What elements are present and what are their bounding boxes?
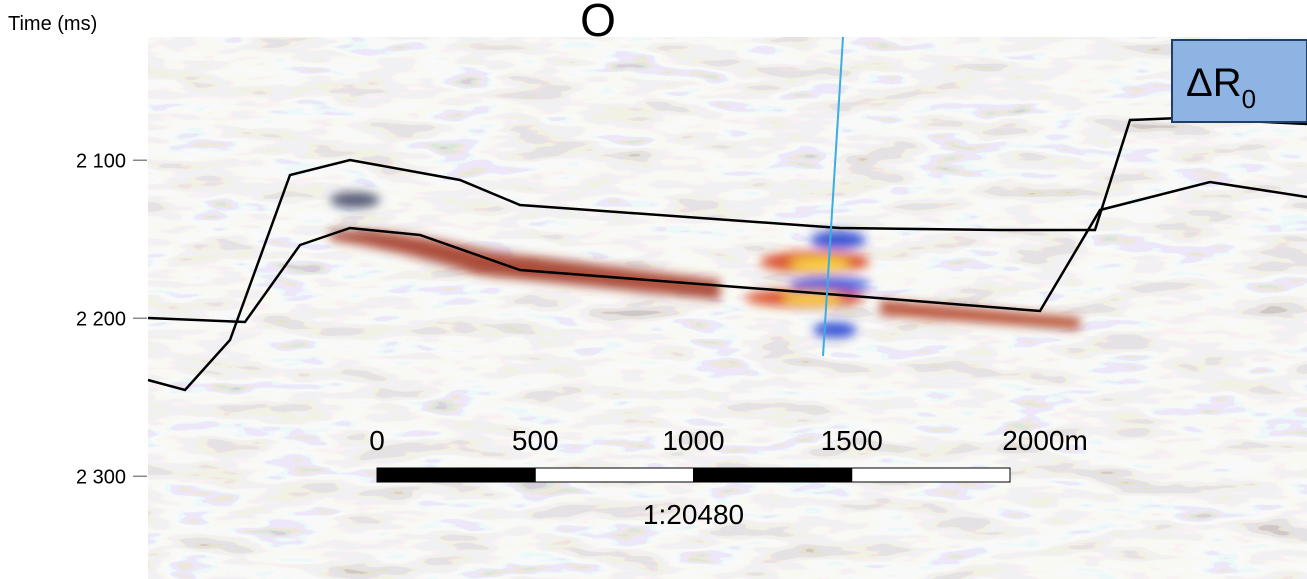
- scale-ratio: 1:20480: [643, 499, 744, 530]
- scale-label: 1000: [662, 425, 724, 456]
- tick-label: 2 100: [76, 150, 126, 172]
- tick-label: 2 200: [76, 308, 126, 330]
- axis-title: Time (ms): [8, 13, 97, 35]
- scale-bar: 0 500 1000 1500 2000m 1:20480: [369, 425, 1088, 530]
- badge: ΔR0: [1171, 39, 1307, 123]
- scale-label: 0: [369, 425, 385, 456]
- scale-segment: [851, 467, 1011, 483]
- scale-label: 500: [512, 425, 559, 456]
- top-label: O: [580, 0, 616, 46]
- scale-label: 2000m: [1002, 425, 1088, 456]
- scale-segment: [693, 467, 853, 483]
- scale-segment: [376, 467, 536, 483]
- scale-label: 1500: [821, 425, 883, 456]
- badge-text: ΔR0: [1186, 61, 1256, 114]
- scale-segment: [534, 467, 694, 483]
- y-ticks: 2 100 2 200 2 300: [76, 150, 147, 488]
- tick-label: 2 300: [76, 466, 126, 488]
- seismic-section: [147, 36, 1307, 579]
